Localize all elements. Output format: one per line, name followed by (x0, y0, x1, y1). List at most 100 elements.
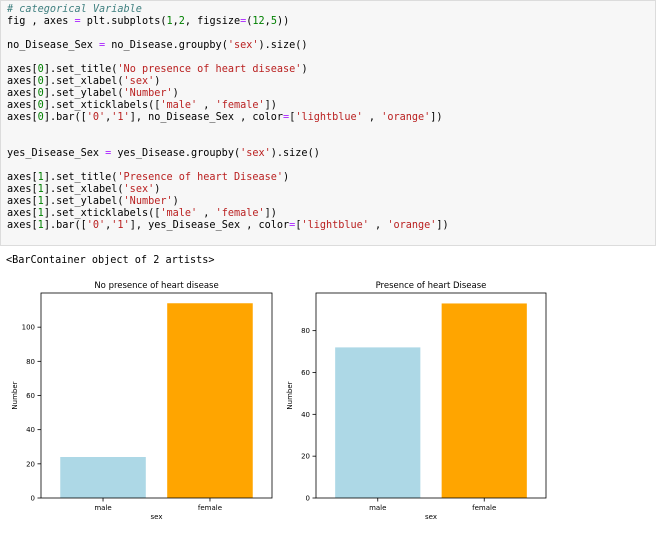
code-token: ].set_xlabel( (43, 184, 124, 195)
code-token: ].set_xlabel( (43, 76, 124, 87)
code-token: '0' (86, 112, 106, 123)
code-line: axes[0].set_xticklabels(['male' , 'femal… (7, 100, 449, 112)
code-token: 1 (37, 172, 44, 183)
code-token: '0' (86, 220, 106, 231)
bar-male (335, 347, 421, 498)
code-token: 'sex' (240, 148, 271, 159)
code-token: = (289, 220, 296, 231)
code-line: axes[1].set_xticklabels(['male' , 'femal… (7, 208, 449, 220)
code-token: , (368, 220, 388, 231)
bar-male (60, 457, 146, 498)
code-token: 'Number' (123, 196, 173, 207)
code-token: 12 (252, 16, 265, 27)
code-token: axes[ (7, 100, 38, 111)
code-token: = (105, 148, 112, 159)
code-token: ) (154, 184, 161, 195)
code-token: ).size() (270, 148, 320, 159)
code-token: 0 (37, 100, 44, 111)
code-token: , (197, 208, 216, 219)
chart-2: 0 20 40 60 80 male female Presence of heart Dis… (286, 281, 547, 521)
code-token: ]) (430, 112, 443, 123)
code-line: yes_Disease_Sex = yes_Disease.groupby('s… (7, 148, 449, 160)
code-token: ].set_xticklabels([ (43, 100, 161, 111)
x-axis-label: sex (425, 513, 437, 521)
code-token: 'sex' (123, 184, 155, 195)
code-token: 0 (37, 112, 44, 123)
code-token: 'lightblue' (295, 112, 363, 123)
code-token: ].set_title( (43, 64, 118, 75)
code-token: 1 (37, 208, 44, 219)
code-token: = (283, 112, 290, 123)
code-token: axes[ (7, 172, 38, 183)
x-axis-label: sex (151, 513, 163, 521)
code-token: 1 (37, 184, 44, 195)
code-token: , figsize (184, 16, 241, 27)
cell-output-text: <BarContainer object of 2 artists> (6, 255, 215, 266)
code-token: ].set_ylabel( (43, 196, 124, 207)
y-tick-label: 20 (301, 453, 310, 461)
code-token: = (240, 16, 247, 27)
code-token: = (74, 16, 81, 27)
code-line: axes[1].set_title('Presence of heart Dis… (7, 172, 449, 184)
code-token: 'No presence of heart disease' (117, 64, 302, 75)
chart-1: 0 20 40 60 80 100 male female No presence of hea… (11, 281, 273, 521)
code-token: 1 (37, 220, 44, 231)
code-token: axes[ (7, 64, 38, 75)
y-tick-label: 20 (26, 460, 35, 468)
code-token: 1 (166, 16, 173, 27)
code-token: = (99, 40, 106, 51)
code-cell[interactable]: # categorical Variable fig , axes = plt.s… (0, 0, 656, 246)
code-token: axes[ (7, 76, 38, 87)
code-token: axes[ (7, 196, 38, 207)
y-tick-label: 80 (26, 358, 35, 366)
code-token: axes[ (7, 88, 38, 99)
code-line: axes[0].set_xlabel('sex') (7, 76, 449, 88)
x-tick-label: female (472, 504, 496, 512)
code-token: axes[ (7, 208, 38, 219)
code-token: '1' (111, 112, 130, 123)
code-token: 'male' (160, 100, 198, 111)
code-token: ].set_title( (43, 172, 118, 183)
code-token: ) (172, 88, 179, 99)
code-token: axes[ (7, 112, 38, 123)
code-line: axes[1].set_ylabel('Number') (7, 196, 449, 208)
code-token: , (362, 112, 382, 123)
code-token: ) (172, 196, 179, 207)
y-tick-label: 100 (22, 324, 35, 332)
code-token: 'lightblue' (301, 220, 369, 231)
code-token: , (264, 16, 271, 27)
code-token: ].set_xticklabels([ (43, 208, 161, 219)
y-tick-label: 60 (26, 392, 35, 400)
code-token: ].bar([ (43, 220, 87, 231)
code-editor[interactable]: # categorical Variable fig , axes = plt.s… (7, 4, 449, 232)
code-line: axes[1].bar(['0','1'], yes_Disease_Sex ,… (7, 220, 449, 232)
code-token: fig , axes (7, 16, 75, 27)
code-token: 5 (270, 16, 277, 27)
y-axis-label: Number (11, 381, 19, 409)
code-token: 'female' (215, 208, 265, 219)
code-line: axes[0].bar(['0','1'], no_Disease_Sex , … (7, 112, 449, 124)
code-token: ]) (264, 100, 277, 111)
code-token: , (172, 16, 179, 27)
code-token: 'Number' (123, 88, 173, 99)
code-line: axes[0].set_ylabel('Number') (7, 88, 449, 100)
code-line: fig , axes = plt.subplots(1,2, figsize=(… (7, 16, 449, 28)
code-token: 1 (37, 196, 44, 207)
code-line: # categorical Variable (7, 4, 449, 16)
code-token: ( (246, 16, 253, 27)
bar-female (167, 303, 253, 498)
code-token: ).size() (258, 40, 308, 51)
code-token: , (105, 220, 112, 231)
x-tick-label: male (94, 504, 111, 512)
y-tick-label: 60 (301, 369, 310, 377)
code-token: 0 (37, 76, 44, 87)
x-tick-label: male (369, 504, 386, 512)
code-token: '1' (111, 220, 130, 231)
code-token: 'female' (215, 100, 265, 111)
code-token: ].bar([ (43, 112, 87, 123)
axes-frame (315, 292, 547, 499)
code-token: yes_Disease.groupby( (111, 148, 241, 159)
code-token: no_Disease_Sex (7, 40, 100, 51)
code-token: # categorical Variable (7, 4, 142, 15)
